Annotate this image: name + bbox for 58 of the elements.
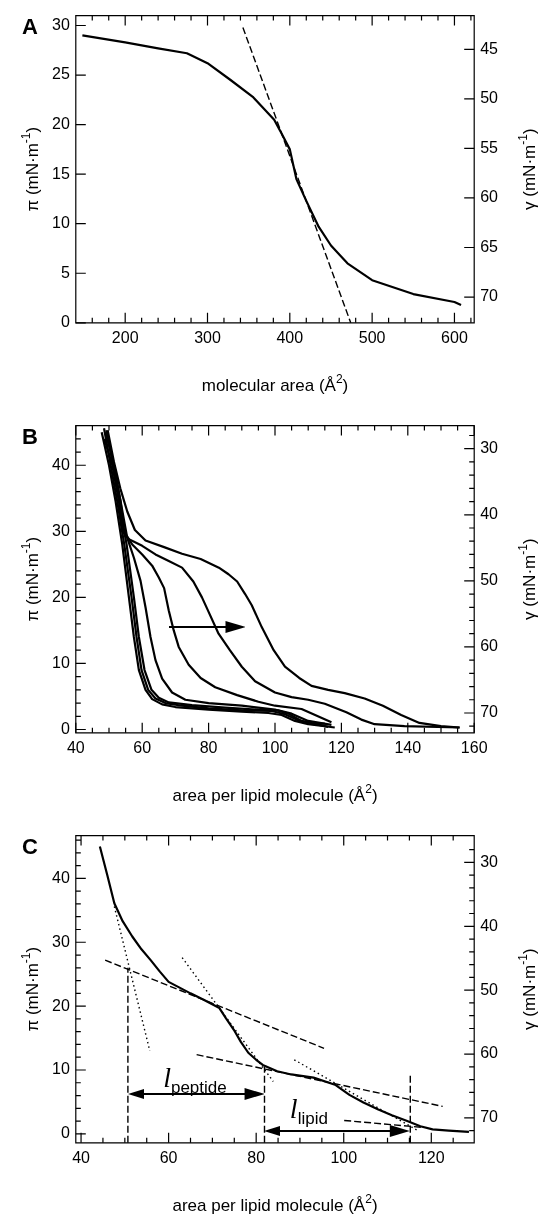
y2-tick-label: 70: [480, 703, 499, 721]
x-tick-label: 60: [133, 738, 152, 756]
y-tick-label: 25: [52, 65, 70, 83]
y2-tick-label: 50: [480, 980, 499, 998]
x-tick-label: 100: [261, 738, 289, 756]
y2-tick-label: 65: [480, 237, 499, 255]
x-tick-label: 120: [417, 1148, 445, 1166]
y-axis-title: π (mN·m-1): [19, 536, 42, 622]
y2-tick-label: 40: [480, 916, 499, 934]
chart-title: C: [22, 833, 38, 859]
y2-axis-title: γ (mN·m-1): [516, 128, 539, 210]
y-axis-title: π (mN·m-1): [19, 126, 42, 212]
y-tick-label: 40: [52, 868, 70, 886]
x-tick-label: 140: [394, 738, 422, 756]
chart-title: B: [22, 423, 38, 449]
y2-tick-label: 60: [480, 188, 499, 206]
y-tick-label: 40: [52, 455, 70, 473]
y2-tick-label: 60: [480, 637, 499, 655]
x-tick-label: 80: [199, 738, 218, 756]
x-tick-label: 500: [358, 328, 386, 346]
x-tick-label: 60: [159, 1148, 178, 1166]
y2-tick-label: 60: [480, 1044, 499, 1062]
x-tick-label: 40: [72, 1148, 91, 1166]
x-tick-label: 160: [460, 738, 488, 756]
y-tick-label: 15: [52, 164, 70, 182]
y-tick-label: 10: [52, 653, 70, 671]
y2-tick-label: 55: [480, 138, 499, 156]
y2-axis-title: γ (mN·m-1): [516, 538, 539, 620]
y-axis-title: π (mN·m-1): [19, 946, 42, 1032]
y-tick-label: 0: [60, 719, 70, 737]
x-tick-label: 80: [247, 1148, 266, 1166]
y-tick-label: 20: [52, 996, 70, 1014]
y2-tick-label: 40: [480, 505, 499, 523]
y-tick-label: 20: [52, 115, 70, 133]
x-tick-label: 120: [328, 738, 355, 756]
x-tick-label: 100: [330, 1148, 358, 1166]
x-tick-label: 600: [441, 328, 468, 346]
y2-tick-label: 70: [480, 1108, 499, 1126]
y-tick-label: 30: [52, 932, 70, 950]
y2-tick-label: 50: [480, 89, 499, 107]
y2-axis-title: γ (mN·m-1): [516, 948, 539, 1030]
y-tick-label: 30: [52, 15, 70, 33]
x-tick-label: 200: [111, 328, 139, 346]
x-tick-label: 400: [276, 328, 304, 346]
y-tick-label: 0: [60, 313, 70, 331]
y2-tick-label: 30: [480, 439, 499, 457]
y-tick-label: 10: [52, 214, 70, 232]
y2-tick-label: 50: [480, 571, 499, 589]
y-tick-label: 0: [60, 1124, 70, 1142]
x-tick-label: 300: [194, 328, 221, 346]
y-tick-label: 30: [52, 521, 70, 539]
y-tick-label: 5: [60, 263, 70, 281]
y-tick-label: 10: [52, 1060, 70, 1078]
y2-tick-label: 30: [480, 852, 499, 870]
y-tick-label: 20: [52, 587, 70, 605]
y2-tick-label: 45: [480, 39, 499, 57]
chart-title: A: [22, 13, 38, 39]
y2-tick-label: 70: [480, 287, 499, 305]
